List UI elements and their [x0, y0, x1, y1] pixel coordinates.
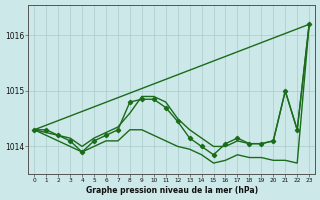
- X-axis label: Graphe pression niveau de la mer (hPa): Graphe pression niveau de la mer (hPa): [86, 186, 258, 195]
